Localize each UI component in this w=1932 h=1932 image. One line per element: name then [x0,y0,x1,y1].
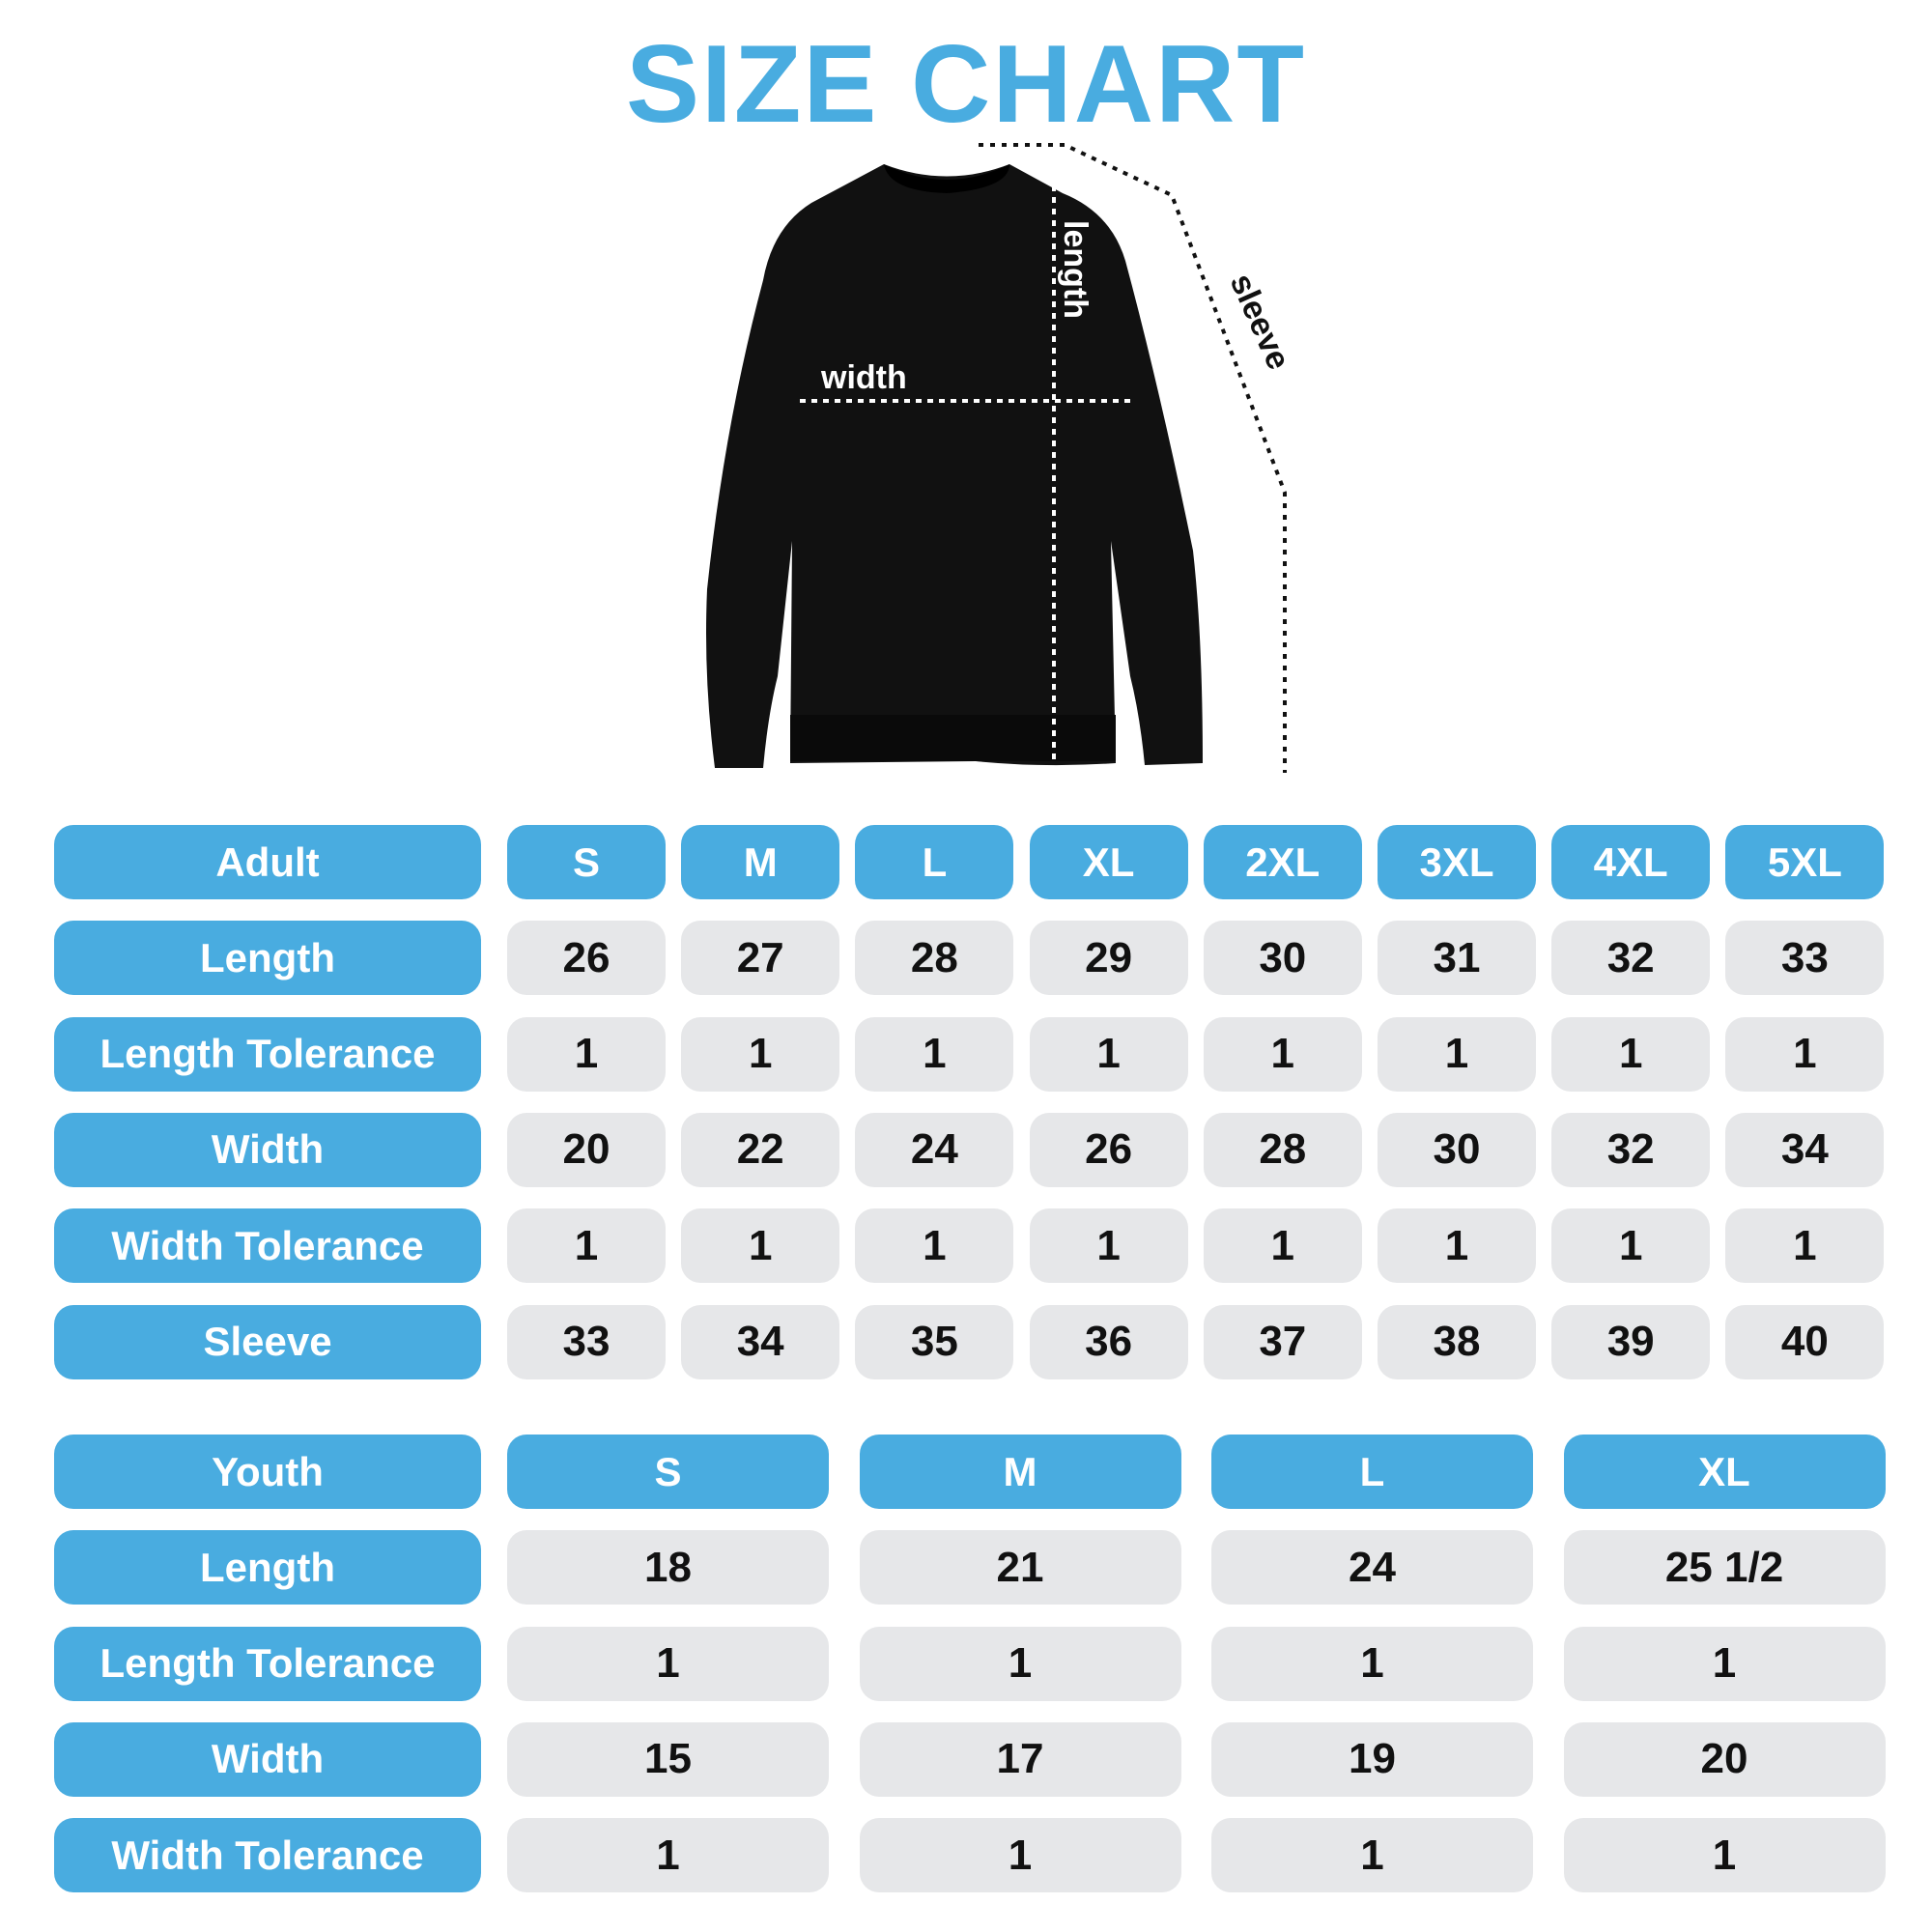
page-title: SIZE CHART [626,23,1306,146]
youth-size-header: XL [1563,1435,1886,1509]
adult-table-cell: 1 [681,1208,840,1284]
adult-table-cell: 1 [1029,1208,1188,1284]
youth-table-cell: 1 [1563,1626,1886,1701]
youth-row-label: Length Tolerance [54,1626,481,1701]
adult-table-cell: 29 [1029,921,1188,996]
adult-table-cell: 1 [1378,1208,1536,1284]
youth-table-cell: 1 [507,1818,829,1893]
adult-size-header: 4XL [1551,825,1711,899]
adult-size-header: L [855,825,1014,899]
adult-table-cell: 28 [855,921,1014,996]
adult-table-cell: 33 [507,1304,666,1379]
youth-table-cell: 25 1/2 [1563,1530,1886,1605]
adult-table-cell: 35 [855,1304,1014,1379]
adult-table-cell: 1 [1029,1016,1188,1092]
adult-table-cell: 1 [1551,1208,1711,1284]
adult-table-cell: 1 [507,1016,666,1092]
adult-table-cell: 1 [507,1208,666,1284]
adult-table-cell: 33 [1725,921,1885,996]
width-label: width [820,359,907,396]
adult-table-cell: 31 [1378,921,1536,996]
adult-table-cell: 30 [1378,1112,1536,1187]
adult-row-label: Width Tolerance [54,1208,481,1284]
adult-row-label: Length Tolerance [54,1016,481,1092]
adult-row-label: Length [54,921,481,996]
adult-header-label: Adult [54,825,481,899]
adult-row-label: Width [54,1112,481,1187]
adult-table-cell: 39 [1551,1304,1711,1379]
youth-table-cell: 24 [1211,1530,1533,1605]
adult-table-cell: 36 [1029,1304,1188,1379]
adult-table-cell: 37 [1203,1304,1362,1379]
youth-table-cell: 17 [859,1721,1181,1797]
youth-row-label: Width Tolerance [54,1818,481,1893]
sleeve-label: sleeve [1223,269,1297,375]
youth-table-cell: 1 [507,1626,829,1701]
youth-row-label: Width [54,1721,481,1797]
adult-table-cell: 40 [1725,1304,1885,1379]
adult-table-cell: 26 [1029,1112,1188,1187]
adult-table-cell: 30 [1203,921,1362,996]
adult-table-cell: 1 [681,1016,840,1092]
adult-table-cell: 27 [681,921,840,996]
adult-table-cell: 1 [1725,1208,1885,1284]
youth-size-header: M [859,1435,1181,1509]
youth-table-cell: 19 [1211,1721,1533,1797]
adult-table-cell: 34 [681,1304,840,1379]
sweatshirt-diagram: width length sleeve [706,143,1297,773]
youth-table-cell: 18 [507,1530,829,1605]
youth-table-cell: 15 [507,1721,829,1797]
youth-row-label: Length [54,1530,481,1605]
adult-table-cell: 28 [1203,1112,1362,1187]
adult-size-header: 5XL [1725,825,1885,899]
adult-table-cell: 24 [855,1112,1014,1187]
adult-table-cell: 38 [1378,1304,1536,1379]
sleeve-measure-line [979,143,1287,773]
youth-table-cell: 1 [1211,1818,1533,1893]
adult-table-cell: 1 [1203,1208,1362,1284]
sweatshirt-icon [706,164,1203,768]
youth-table-cell: 1 [859,1626,1181,1701]
adult-size-header: S [507,825,666,899]
adult-table-cell: 20 [507,1112,666,1187]
adult-table-cell: 1 [1203,1016,1362,1092]
adult-size-header: 2XL [1203,825,1362,899]
youth-size-header: S [507,1435,829,1509]
adult-table-cell: 1 [1551,1016,1711,1092]
youth-size-header: L [1211,1435,1533,1509]
adult-table-cell: 1 [1378,1016,1536,1092]
youth-header-label: Youth [54,1435,481,1509]
adult-table-cell: 32 [1551,921,1711,996]
adult-table-cell: 1 [855,1016,1014,1092]
youth-table-cell: 1 [1563,1818,1886,1893]
youth-table-cell: 20 [1563,1721,1886,1797]
adult-table-cell: 1 [855,1208,1014,1284]
adult-size-header: 3XL [1378,825,1536,899]
adult-row-label: Sleeve [54,1304,481,1379]
adult-size-header: XL [1029,825,1188,899]
adult-size-header: M [681,825,840,899]
youth-table-cell: 1 [859,1818,1181,1893]
youth-table-cell: 21 [859,1530,1181,1605]
adult-table-cell: 1 [1725,1016,1885,1092]
youth-table-cell: 1 [1211,1626,1533,1701]
adult-table-cell: 34 [1725,1112,1885,1187]
adult-table-cell: 26 [507,921,666,996]
length-label: length [1057,220,1094,319]
adult-table-cell: 32 [1551,1112,1711,1187]
adult-table-cell: 22 [681,1112,840,1187]
